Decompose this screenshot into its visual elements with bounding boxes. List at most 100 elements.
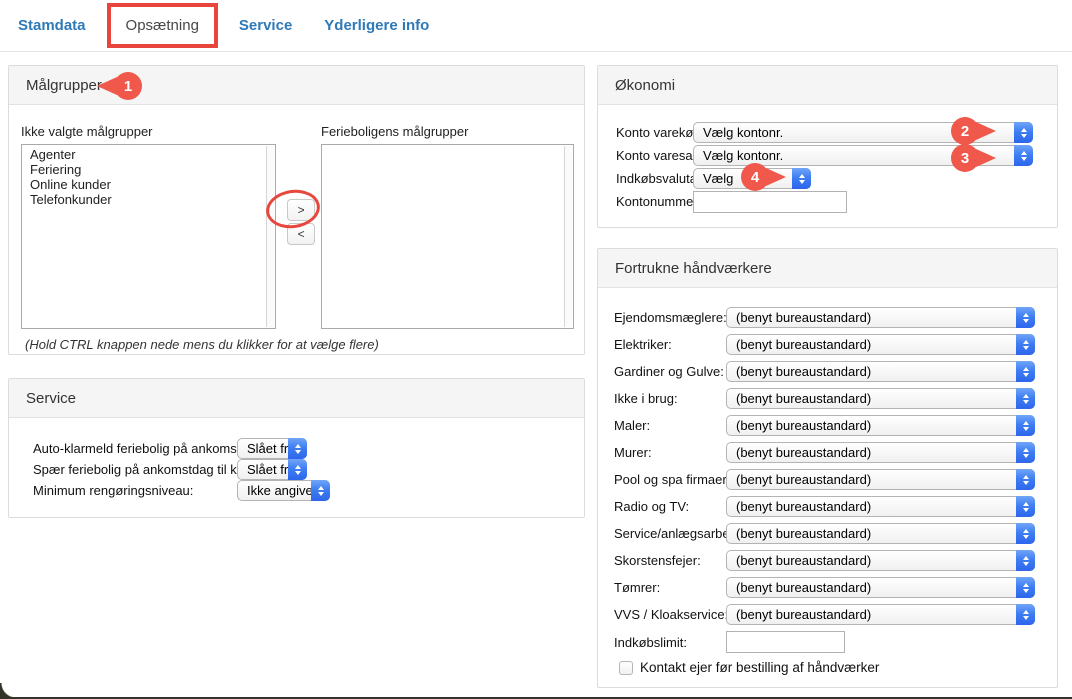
list-item[interactable]: Online kunder: [30, 177, 111, 192]
chevron-updown-icon: [1016, 415, 1035, 436]
indkobsvaluta-label: Indkøbsvaluta:: [616, 171, 701, 186]
chevron-updown-icon: [1016, 307, 1035, 328]
vvs-kloak-label: VVS / Kloakservice:: [614, 607, 729, 622]
kontonummer-input[interactable]: [693, 190, 847, 213]
indkobslimit-label: Indkøbslimit:: [614, 634, 687, 650]
select-value: (benyt bureaustandard): [736, 472, 872, 487]
chevron-updown-icon: [792, 168, 811, 189]
window-corner: [0, 683, 16, 699]
skorstensfejer-select[interactable]: (benyt bureaustandard): [726, 550, 1035, 571]
okonomi-panel-title: Økonomi: [598, 66, 1057, 105]
kontakt-ejer-checkbox-row[interactable]: Kontakt ejer før bestilling af håndværke…: [619, 660, 1057, 675]
select-value: Vælg kontonr.: [703, 148, 784, 163]
tab-yderligere-info[interactable]: Yderligere info: [324, 17, 430, 34]
unselected-groups-listbox[interactable]: Agenter Feriering Online kunder Telefonk…: [21, 144, 276, 329]
chevron-updown-icon: [1016, 388, 1035, 409]
service-body: Auto-klarmeld feriebolig på ankomstdag k…: [9, 418, 584, 520]
chevron-updown-icon: [1016, 334, 1035, 355]
chevron-updown-icon: [288, 438, 307, 459]
left-column: Målgrupper Ikke valgte målgrupper Agente…: [8, 65, 585, 518]
maalgrupper-panel-title: Målgrupper: [9, 66, 584, 105]
konto-varesalg-select[interactable]: Vælg kontonr.: [693, 145, 1033, 166]
select-value: (benyt bureaustandard): [736, 364, 872, 379]
select-value: (benyt bureaustandard): [736, 607, 872, 622]
indkobslimit-input[interactable]: [726, 631, 845, 653]
select-value: Ikke angivet: [247, 483, 311, 498]
kontakt-ejer-checkbox[interactable]: [619, 660, 633, 675]
move-right-button[interactable]: >: [287, 199, 316, 221]
okonomi-panel: Økonomi Konto varekøb: Vælg kontonr. Kon…: [597, 65, 1058, 228]
select-value: (benyt bureaustandard): [736, 553, 872, 568]
ejendomsmaeglere-label: Ejendomsmæglere:: [614, 310, 727, 325]
tab-bar: Stamdata Opsætning Service Yderligere in…: [0, 0, 1072, 52]
ikke-i-brug-select[interactable]: (benyt bureaustandard): [726, 388, 1035, 409]
gardiner-gulve-select[interactable]: (benyt bureaustandard): [726, 361, 1035, 382]
ejendomsmaeglere-select[interactable]: (benyt bureaustandard): [726, 307, 1035, 328]
elektriker-select[interactable]: (benyt bureaustandard): [726, 334, 1035, 355]
list-item[interactable]: Telefonkunder: [30, 192, 112, 207]
chevron-updown-icon: [1016, 469, 1035, 490]
multi-select-hint: (Hold CTRL knappen nede mens du klikker …: [25, 337, 379, 352]
vvs-kloak-select[interactable]: (benyt bureaustandard): [726, 604, 1035, 625]
rengoeringsniveau-select[interactable]: Ikke angivet: [237, 480, 330, 501]
select-value: Slået fra: [247, 462, 288, 477]
tomrer-label: Tømrer:: [614, 580, 661, 595]
select-value: (benyt bureaustandard): [736, 337, 872, 352]
handvaerkere-panel-title: Fortrukne håndværkere: [598, 249, 1057, 288]
list-item[interactable]: Feriering: [30, 162, 82, 177]
ikke-i-brug-label: Ikke i brug:: [614, 391, 678, 406]
unselected-groups-label: Ikke valgte målgrupper: [21, 124, 153, 139]
service-panel-title: Service: [9, 379, 584, 418]
right-column: Økonomi Konto varekøb: Vælg kontonr. Kon…: [597, 65, 1058, 688]
konto-varesalg-label: Konto varesalg:: [616, 148, 707, 163]
select-value: (benyt bureaustandard): [736, 499, 872, 514]
chevron-updown-icon: [1016, 604, 1035, 625]
scrollbar-track[interactable]: [564, 146, 572, 327]
maler-select[interactable]: (benyt bureaustandard): [726, 415, 1035, 436]
pool-spa-select[interactable]: (benyt bureaustandard): [726, 469, 1035, 490]
service-panel: Service Auto-klarmeld feriebolig på anko…: [8, 378, 585, 518]
scrollbar-track[interactable]: [266, 146, 274, 327]
chevron-updown-icon: [311, 480, 330, 501]
service-anlaeg-label: Service/anlægsarbejde:: [614, 526, 751, 541]
auto-klarmeld-select[interactable]: Slået fra: [237, 438, 307, 459]
spaer-feriebolig-label: Spær feriebolig på ankomstdag til kl.:: [33, 462, 247, 477]
tab-service[interactable]: Service: [238, 17, 293, 34]
murer-label: Murer:: [614, 445, 652, 460]
chevron-updown-icon: [1016, 496, 1035, 517]
move-left-button[interactable]: <: [287, 223, 316, 245]
maalgrupper-body: Ikke valgte målgrupper Agenter Feriering…: [9, 105, 584, 362]
service-anlaeg-select[interactable]: (benyt bureaustandard): [726, 523, 1035, 544]
select-value: (benyt bureaustandard): [736, 391, 872, 406]
maalgrupper-panel: Målgrupper Ikke valgte målgrupper Agente…: [8, 65, 585, 355]
chevron-updown-icon: [1016, 442, 1035, 463]
chevron-updown-icon: [288, 459, 307, 480]
radio-tv-select[interactable]: (benyt bureaustandard): [726, 496, 1035, 517]
handvaerkere-body: Ejendomsmæglere: (benyt bureaustandard) …: [598, 288, 1057, 689]
handvaerkere-panel: Fortrukne håndværkere Ejendomsmæglere: (…: [597, 248, 1058, 688]
konto-varekob-select[interactable]: Vælg kontonr.: [693, 122, 1033, 143]
select-value: (benyt bureaustandard): [736, 580, 872, 595]
gardiner-gulve-label: Gardiner og Gulve:: [614, 364, 724, 379]
spaer-feriebolig-select[interactable]: Slået fra: [237, 459, 307, 480]
okonomi-body: Konto varekøb: Vælg kontonr. Konto vares…: [598, 105, 1057, 234]
tab-opsaetning[interactable]: Opsætning: [106, 3, 218, 48]
select-value: Vælg: [703, 171, 734, 186]
chevron-updown-icon: [1016, 550, 1035, 571]
indkobsvaluta-select[interactable]: Vælg: [693, 168, 811, 189]
kontakt-ejer-label: Kontakt ejer før bestilling af håndværke…: [640, 660, 880, 675]
chevron-updown-icon: [1016, 361, 1035, 382]
window-bottom-edge: [0, 697, 1072, 699]
rengoeringsniveau-label: Minimum rengøringsniveau:: [33, 483, 194, 498]
select-value: Vælg kontonr.: [703, 125, 784, 140]
select-value: Slået fra: [247, 441, 288, 456]
tomrer-select[interactable]: (benyt bureaustandard): [726, 577, 1035, 598]
tab-stamdata[interactable]: Stamdata: [18, 17, 86, 34]
elektriker-label: Elektriker:: [614, 337, 672, 352]
selected-groups-listbox[interactable]: [321, 144, 574, 329]
list-item[interactable]: Agenter: [30, 147, 76, 162]
select-value: (benyt bureaustandard): [736, 445, 872, 460]
selected-groups-label: Ferieboligens målgrupper: [321, 124, 469, 139]
pool-spa-label: Pool og spa firmaer:: [614, 472, 731, 487]
murer-select[interactable]: (benyt bureaustandard): [726, 442, 1035, 463]
